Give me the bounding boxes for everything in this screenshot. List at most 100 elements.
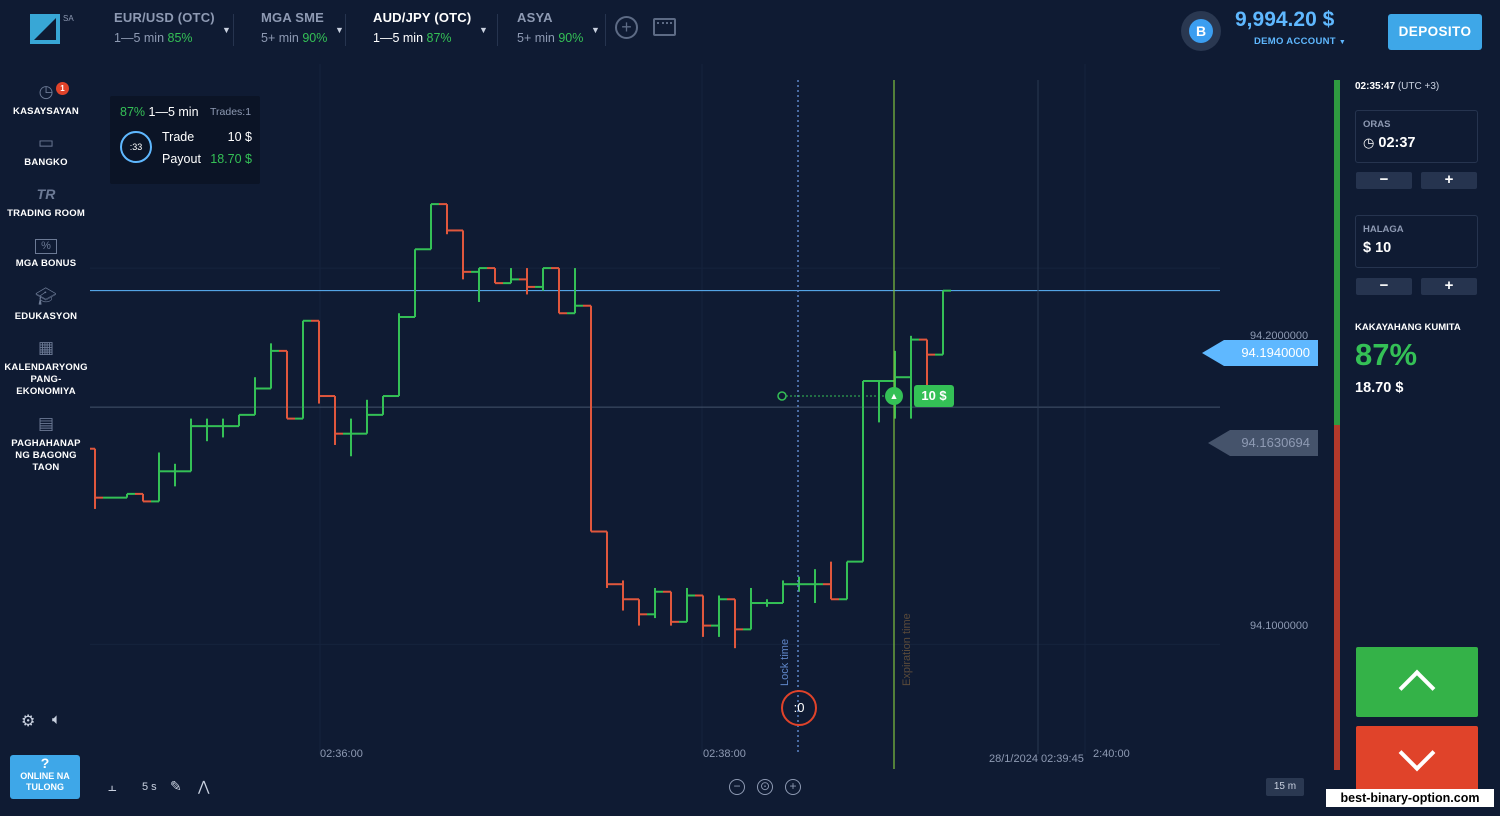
asset-name: MGA SME [261,10,325,25]
chevron-down-icon[interactable]: ▼ [222,25,231,35]
trade-entry-point [777,391,787,401]
wallet-icon: ▭ [37,133,55,152]
pencil-icon[interactable]: ✎ [170,778,182,794]
sentiment-up [1334,80,1340,425]
sidebar-item-label: KASAYSAYAN [13,106,79,117]
graduation-cap-icon: 🎓︎ [35,287,57,306]
sidebar-item-trading-room[interactable]: TR TRADING ROOM [0,184,92,220]
price-level-label: 94.1000000 [1250,620,1309,632]
bonus-icon: % [35,239,57,254]
price-chart[interactable]: 87% 1—5 min Trades:1 :33 Trade 10 $ Payo… [90,64,1334,816]
open-trade-tag[interactable]: 10 $ [914,385,954,407]
chart-type-icon[interactable]: ⫠ [108,778,117,794]
tab-divider [605,14,606,46]
notification-badge: 1 [56,82,69,95]
sidebar-item-label: TRADING ROOM [7,208,85,219]
account-avatar[interactable]: B [1181,11,1221,51]
zoom-in-icon[interactable]: + [785,779,801,795]
time-minus-button[interactable]: − [1356,172,1412,189]
chevron-down-icon[interactable]: ▼ [591,25,600,35]
question-icon: ? [40,755,50,771]
speaker-icon[interactable]: 🔈︎ [52,711,62,728]
sidebar-item-label: KALENDARYONG PANG-EKONOMIYA [4,362,88,397]
profit-label: KAKAYAHANG KUMITA [1355,322,1461,333]
reset-zoom-icon[interactable]: ⊙ [757,779,773,795]
payout-value: 18.70 $ [210,152,252,166]
trade-info-panel: 87% 1—5 min Trades:1 :33 Trade 10 $ Payo… [110,96,260,184]
expiry-timestamp: 28/1/2024 02:39:45 [989,753,1084,765]
time-axis-label: 02:38:00 [703,748,746,760]
asset-meta: 1—5 min 85% [114,31,193,45]
sidebar-item-new-year[interactable]: ▤ PAGHAHANAP NG BAGONG TAON [0,414,92,474]
current-price-tag: 94.1940000 [1202,340,1318,366]
open-price-tag: 94.1630694 [1208,430,1318,456]
chevron-down-icon[interactable]: ▼ [479,25,488,35]
put-down-button[interactable] [1356,726,1478,796]
time-axis-label: 2:40:00 [1093,748,1130,760]
account-letter: B [1189,19,1213,43]
zoom-out-icon[interactable]: − [729,779,745,795]
indicators-icon[interactable]: ⋀ [198,778,210,794]
layout-icon[interactable] [653,18,676,36]
clock-icon: ◷ [1363,135,1375,150]
info-header: 87% 1—5 min [120,105,199,119]
amount-field-label: HALAGA [1363,224,1404,235]
asset-meta: 1—5 min 87% [373,31,452,45]
deposit-button[interactable]: DEPOSITO [1388,14,1482,50]
time-axis-label: 02:36:00 [320,748,363,760]
help-label: ONLINE NA TULONG [20,771,70,792]
asset-tab-asya[interactable]: ASYA 5+ min 90% ▼ [507,10,602,54]
logo[interactable] [30,14,60,44]
tab-divider [233,14,234,46]
online-help-button[interactable]: ? ONLINE NA TULONG [10,755,80,799]
asset-tab-mga-sme[interactable]: MGA SME 5+ min 90% ▼ [251,10,346,54]
sidebar-item-bonus[interactable]: % MGA BONUS [0,236,92,270]
asset-tab-eurusd[interactable]: EUR/USD (OTC) 1—5 min 85% ▼ [104,10,231,54]
sidebar: ◷ 1 KASAYSAYAN ▭ BANGKO TR TRADING ROOM … [0,64,92,816]
asset-name: EUR/USD (OTC) [114,10,215,25]
sidebar-item-education[interactable]: 🎓︎ EDUKASYON [0,287,92,323]
tab-divider [497,14,498,46]
countdown-timer: :0 [781,690,817,726]
chevron-up-icon [1398,669,1436,707]
top-bar: SA EUR/USD (OTC) 1—5 min 85% ▼ MGA SME 5… [0,0,1500,64]
payout-label: Payout [162,152,201,166]
chevron-down-icon: ▼ [1338,39,1347,46]
time-field[interactable]: ORAS ◷ 02:37 [1355,110,1478,163]
gear-icon[interactable]: ⚙ [21,713,36,730]
call-up-button[interactable] [1356,647,1478,717]
logo-text: SA [63,14,74,23]
sentiment-down [1334,425,1340,770]
asset-meta: 5+ min 90% [261,31,328,45]
time-field-label: ORAS [1363,119,1391,130]
sidebar-item-history[interactable]: ◷ 1 KASAYSAYAN [0,82,92,118]
amount-minus-button[interactable]: − [1356,278,1412,295]
sidebar-item-label: MGA BONUS [15,258,77,269]
account-balance[interactable]: 9,994.20 $ [1235,8,1335,31]
time-field-value: ◷ 02:37 [1363,135,1416,151]
time-plus-button[interactable]: + [1421,172,1477,189]
sidebar-item-bank[interactable]: ▭ BANGKO [0,133,92,169]
expiration-time-label: Expiration time [901,613,913,686]
amount-field[interactable]: HALAGA $ 10 [1355,215,1478,268]
tab-divider [345,14,346,46]
asset-tab-audjpy[interactable]: AUD/JPY (OTC) 1—5 min 87% ▼ [363,10,493,54]
scroll-icon: ▤ [37,414,55,433]
amount-plus-button[interactable]: + [1421,278,1477,295]
sidebar-item-calendar[interactable]: ▦ KALENDARYONG PANG-EKONOMIYA [0,338,92,398]
history-icon: ◷ [38,82,54,101]
watermark: best-binary-option.com [1326,789,1494,807]
calendar-icon: ▦ [37,338,55,357]
add-asset-icon[interactable]: + [615,16,638,39]
trader-sentiment-bar [1334,80,1340,770]
trading-room-icon: TR [36,186,56,202]
timeframe-selector[interactable]: 15 m [1266,778,1304,796]
chevron-down-icon[interactable]: ▼ [335,25,344,35]
sidebar-item-label: PAGHAHANAP NG BAGONG TAON [11,438,81,473]
arrow-up-icon: ▲ [885,387,903,405]
profit-amount: 18.70 $ [1355,380,1404,396]
interval-selector[interactable]: 5 s [142,781,157,793]
account-type[interactable]: DEMO ACCOUNT ▼ [1254,36,1347,47]
chart-canvas[interactable] [90,64,1334,816]
sidebar-item-label: BANGKO [24,157,68,168]
